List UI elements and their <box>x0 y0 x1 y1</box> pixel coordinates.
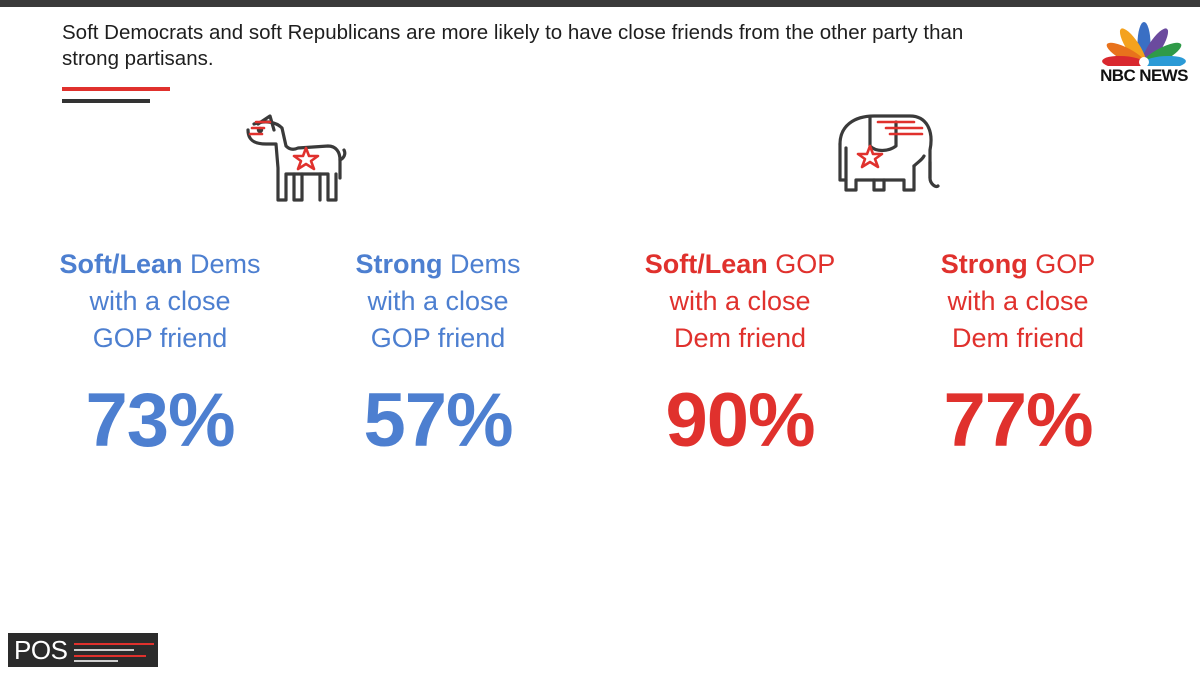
top-bar <box>0 0 1200 7</box>
stat-value: 73% <box>85 378 235 463</box>
elephant-icon <box>826 106 942 206</box>
accent-rule-red <box>62 87 170 91</box>
pos-lines-icon <box>74 643 154 662</box>
accent-rule-dark <box>62 99 150 103</box>
pos-logo: POS <box>8 633 158 667</box>
nbc-news-wordmark: NBC NEWS <box>1100 66 1188 85</box>
nbc-news-logo: NBC NEWS <box>1098 14 1190 90</box>
stat-label: Strong GOP with a close Dem friend <box>888 246 1148 357</box>
stat-label-line3: GOP friend <box>370 323 506 353</box>
stat-label-line2: with a close <box>89 286 231 316</box>
stat-label-line2: with a close <box>669 286 811 316</box>
donkey-icon <box>236 108 352 208</box>
pos-wordmark: POS <box>14 635 68 665</box>
stat-label-rest: GOP <box>1027 249 1096 279</box>
stat-label-line2: with a close <box>367 286 509 316</box>
peacock-icon <box>1102 22 1186 66</box>
stat-label-strong: Soft/Lean <box>644 249 768 279</box>
stat-value: 90% <box>665 378 815 463</box>
stat-label-rest: Dems <box>182 249 261 279</box>
stat-label: Strong Dems with a close GOP friend <box>308 246 568 357</box>
stat-label-line3: GOP friend <box>92 323 228 353</box>
stat-value: 77% <box>943 378 1093 463</box>
stat-label-strong: Strong <box>940 249 1028 279</box>
stat-label-rest: GOP <box>767 249 836 279</box>
stat-label-rest: Dems <box>442 249 521 279</box>
stat-soft-lean-gop: Soft/Lean GOP with a close Dem friend 90… <box>610 246 870 469</box>
stat-label-line3: Dem friend <box>673 323 807 353</box>
stat-label-strong: Soft/Lean <box>59 249 183 279</box>
stat-strong-gop: Strong GOP with a close Dem friend 77% <box>888 246 1148 469</box>
stat-label-line3: Dem friend <box>951 323 1085 353</box>
stat-label: Soft/Lean GOP with a close Dem friend <box>610 246 870 357</box>
stat-label-strong: Strong <box>355 249 443 279</box>
stat-soft-lean-dems: Soft/Lean Dems with a close GOP friend 7… <box>30 246 290 469</box>
stat-label: Soft/Lean Dems with a close GOP friend <box>30 246 290 357</box>
stat-strong-dems: Strong Dems with a close GOP friend 57% <box>308 246 568 469</box>
stat-value: 57% <box>363 378 513 463</box>
stat-label-line2: with a close <box>947 286 1089 316</box>
headline: Soft Democrats and soft Republicans are … <box>62 21 964 70</box>
